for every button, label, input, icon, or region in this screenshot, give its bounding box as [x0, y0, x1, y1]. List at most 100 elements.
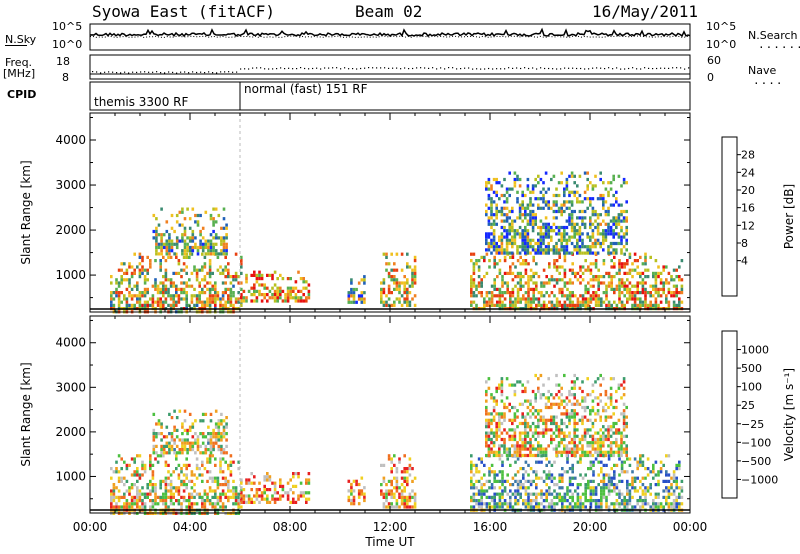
power-cell — [496, 294, 499, 298]
velocity-cell — [495, 386, 498, 390]
power-cell — [222, 245, 226, 250]
power-cell — [406, 281, 409, 285]
power-cell — [508, 225, 511, 230]
velocity-cell — [380, 489, 383, 493]
power-cell — [170, 249, 174, 253]
power-cell — [553, 278, 556, 282]
power-cell — [495, 190, 498, 194]
velocity-cell — [522, 502, 525, 506]
velocity-cell — [232, 460, 235, 464]
nave-dot — [316, 67, 318, 69]
power-cell — [623, 284, 626, 288]
velocity-cell — [220, 438, 223, 442]
velocity-cell — [508, 447, 511, 451]
velocity-cell — [204, 412, 208, 416]
velocity-cell — [220, 422, 223, 426]
velocity-cell — [501, 505, 504, 509]
velocity-cell — [221, 483, 225, 487]
velocity-cell — [596, 409, 600, 413]
velocity-cell — [623, 499, 626, 503]
power-cell — [292, 286, 295, 290]
power-cell — [563, 294, 567, 298]
power-cell — [493, 281, 496, 285]
velocity-cell — [529, 483, 533, 487]
power-cell — [599, 222, 602, 226]
velocity-cell — [258, 488, 261, 492]
velocity-cell — [527, 486, 530, 490]
power-cell — [622, 177, 626, 182]
velocity-cell — [579, 483, 582, 487]
power-cell — [380, 281, 383, 285]
power-cell — [591, 229, 595, 233]
power-cell — [352, 300, 356, 304]
velocity-cell — [173, 425, 176, 429]
velocity-cell — [222, 432, 226, 436]
power-cell — [363, 281, 366, 285]
nave-dot — [356, 68, 358, 70]
velocity-cell — [162, 502, 165, 506]
velocity-cell — [604, 389, 608, 394]
power-cell — [185, 294, 188, 298]
power-cell — [506, 281, 509, 285]
nave-dot — [464, 67, 466, 69]
velocity-cell — [566, 470, 569, 474]
power-cell — [195, 278, 199, 282]
power-cell — [604, 235, 608, 239]
velocity-cell — [680, 489, 684, 493]
power-cell — [680, 300, 684, 304]
velocity-cell — [360, 489, 364, 493]
power-cell — [498, 297, 502, 301]
power-cell — [552, 174, 556, 178]
velocity-cell — [519, 467, 522, 471]
power-cell — [475, 294, 478, 298]
power-cell — [172, 271, 175, 275]
power-cell — [573, 209, 576, 214]
power-cell — [518, 245, 522, 249]
power-cell — [639, 275, 642, 279]
power-cell — [563, 248, 566, 252]
velocity-cell — [612, 421, 615, 426]
velocity-cell — [201, 460, 204, 464]
velocity-cell — [531, 405, 535, 410]
power-cell — [578, 193, 582, 198]
power-cell — [591, 209, 595, 214]
power-cell — [483, 275, 486, 279]
power-cell — [413, 259, 417, 263]
velocity-cell — [563, 505, 567, 509]
power-cell — [505, 241, 509, 246]
power-cell — [596, 232, 600, 236]
velocity-cell — [299, 491, 303, 495]
power-cell — [204, 239, 208, 243]
velocity-cell — [183, 448, 187, 452]
power-cell — [524, 268, 528, 272]
power-cell — [602, 275, 606, 279]
velocity-cell — [508, 434, 511, 438]
nave-dot — [376, 67, 378, 69]
nave-dot — [224, 71, 226, 73]
velocity-cell — [618, 505, 621, 509]
power-cell — [214, 294, 217, 298]
velocity-cell — [214, 479, 217, 483]
velocity-cell — [617, 386, 621, 390]
power-cell — [672, 284, 676, 288]
velocity-cell — [183, 419, 187, 423]
velocity-cell — [387, 479, 391, 483]
power-cell — [505, 248, 509, 252]
velocity-cell — [571, 495, 574, 499]
power-cell — [221, 294, 225, 298]
velocity-cell — [548, 502, 551, 506]
velocity-cell — [644, 486, 647, 490]
velocity-cell — [602, 431, 605, 435]
velocity-cell — [568, 441, 571, 445]
velocity-cell — [615, 502, 619, 506]
velocity-cell — [199, 419, 202, 423]
velocity-cell — [526, 434, 530, 438]
velocity-cell — [128, 492, 131, 496]
velocity-cell — [529, 444, 532, 448]
power-cell — [589, 297, 593, 301]
velocity-cell — [607, 486, 611, 490]
power-cell — [212, 223, 215, 227]
velocity-colorbar-label: −500 — [741, 455, 771, 468]
velocity-cell — [475, 499, 478, 503]
power-cell — [547, 187, 550, 191]
